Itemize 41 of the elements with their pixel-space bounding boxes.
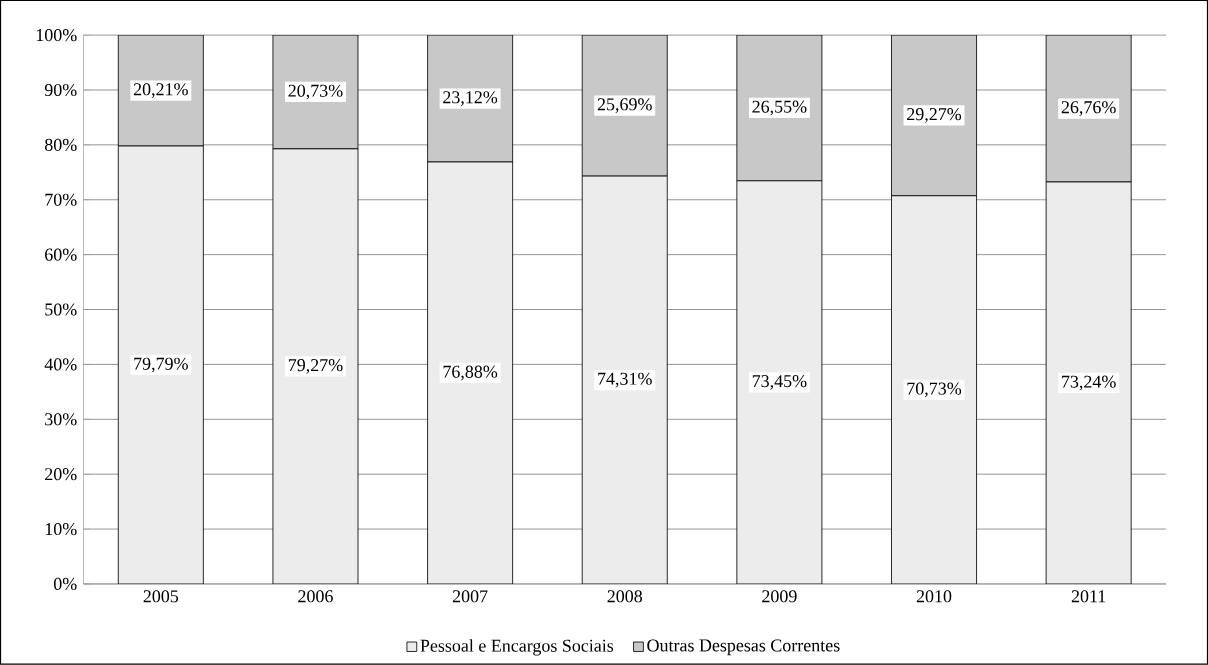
y-tick-label: 70%	[45, 193, 77, 207]
data-label: 26,76%	[1061, 101, 1116, 117]
data-label: 25,69%	[597, 98, 652, 114]
data-label: 79,79%	[134, 357, 188, 373]
y-tick-label: 10%	[45, 523, 77, 536]
x-tick-label: 2011	[1071, 590, 1106, 603]
data-label: 20,21%	[133, 83, 188, 99]
data-label: 29,27%	[907, 108, 962, 123]
bar	[581, 35, 668, 177]
y-tick-label: 90%	[44, 84, 77, 97]
data-label: 73,45%	[752, 375, 807, 390]
data-label: 73,24%	[1062, 375, 1116, 391]
data-label: 70,73%	[907, 382, 962, 398]
bar	[117, 35, 204, 147]
x-tick-label: 2005	[143, 590, 179, 603]
x-tick-label: 2010	[916, 590, 952, 603]
data-label: 74,31%	[598, 372, 652, 388]
legend-label: Outras Despesas Correntes	[647, 639, 840, 656]
data-label: 23,12%	[443, 91, 498, 107]
y-tick-label: 0%	[53, 578, 77, 591]
y-tick-label: 30%	[45, 413, 77, 426]
legend-label: Pessoal e Encargos Sociais	[420, 639, 614, 656]
bar	[427, 35, 514, 163]
y-tick-label: 50%	[45, 303, 77, 316]
data-label: 20,73%	[288, 84, 343, 100]
y-tick-label: 60%	[45, 248, 77, 261]
x-tick-label: 2008	[607, 590, 643, 603]
x-tick-label: 2009	[762, 590, 797, 603]
bar	[1045, 35, 1132, 183]
bar	[891, 35, 977, 197]
data-label: 76,88%	[443, 365, 498, 381]
y-tick-label: 20%	[45, 468, 77, 481]
data-label: 26,55%	[752, 100, 807, 116]
y-tick-label: 40%	[44, 358, 77, 371]
y-tick-label: 100%	[36, 29, 77, 42]
bar	[272, 35, 359, 150]
data-label: 79,27%	[288, 359, 343, 374]
x-tick-label: 2007	[452, 590, 488, 603]
y-tick-label: 80%	[44, 138, 77, 152]
bar	[736, 35, 823, 182]
x-tick-label: 2006	[298, 590, 333, 603]
